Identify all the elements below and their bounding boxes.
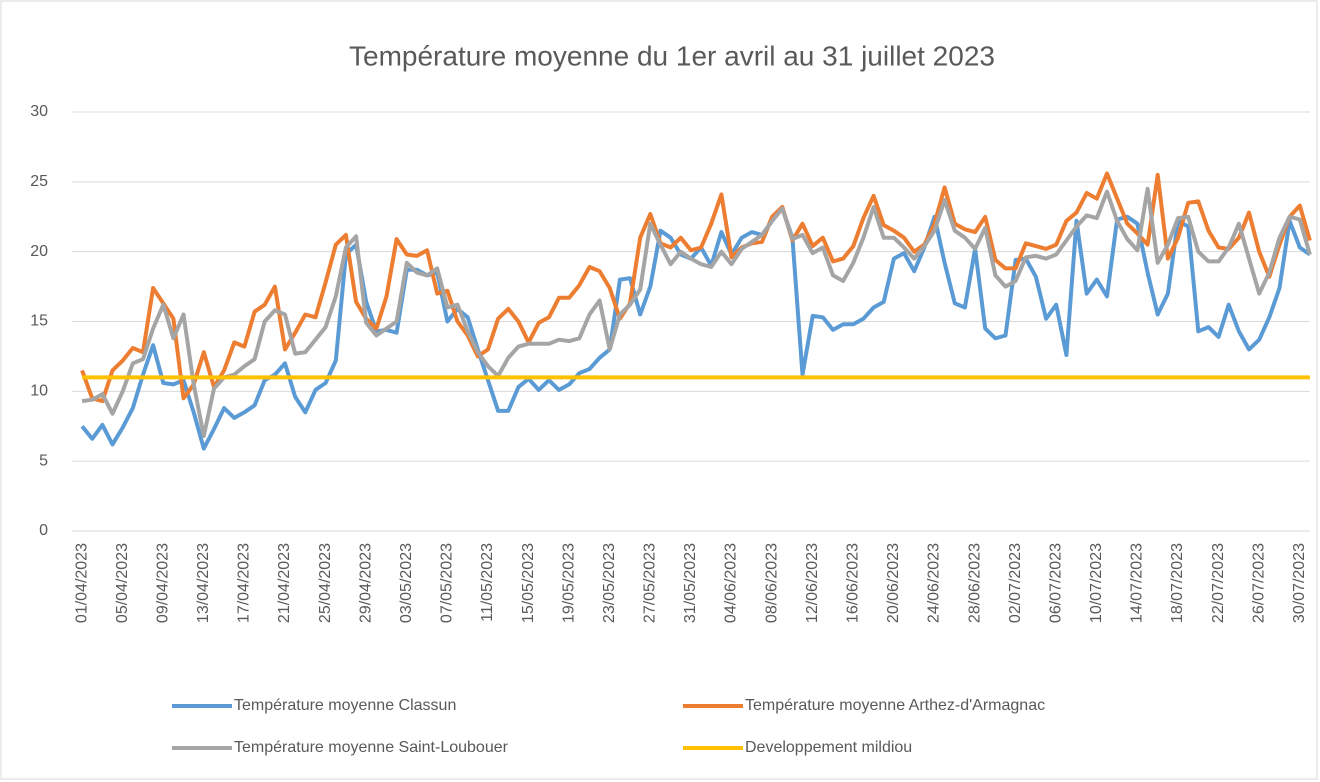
x-tick-label: 31/05/2023 <box>682 543 699 623</box>
x-tick-label: 16/06/2023 <box>845 543 862 623</box>
x-tick-label: 11/05/2023 <box>479 543 496 622</box>
y-tick-label: 25 <box>30 173 48 190</box>
x-tick-label: 03/05/2023 <box>398 543 415 623</box>
series-line <box>80 206 1312 451</box>
x-tick-label: 14/07/2023 <box>1129 543 1146 623</box>
x-tick-label: 12/06/2023 <box>804 543 821 623</box>
series-line <box>80 171 1312 404</box>
legend-label: Température moyenne Arthez-d'Armagnac <box>745 697 1045 714</box>
x-tick-label: 24/06/2023 <box>926 543 943 623</box>
x-tick-label: 22/07/2023 <box>1210 543 1227 623</box>
chart-title: Température moyenne du 1er avril au 31 j… <box>349 40 995 71</box>
y-tick-label: 20 <box>30 243 48 260</box>
x-tick-label: 26/07/2023 <box>1250 543 1267 623</box>
x-tick-label: 17/04/2023 <box>236 543 253 623</box>
x-tick-label: 29/04/2023 <box>357 543 374 623</box>
x-tick-label: 23/05/2023 <box>601 543 618 623</box>
x-tick-label: 21/04/2023 <box>276 543 293 623</box>
legend-label: Température moyenne Classun <box>234 697 456 714</box>
x-tick-label: 08/06/2023 <box>763 543 780 623</box>
x-tick-label: 13/04/2023 <box>195 543 212 623</box>
y-tick-label: 10 <box>30 383 48 400</box>
x-tick-label: 02/07/2023 <box>1007 543 1024 623</box>
x-tick-label: 10/07/2023 <box>1088 543 1105 623</box>
y-tick-label: 30 <box>30 103 48 120</box>
x-tick-label: 20/06/2023 <box>885 543 902 623</box>
x-tick-label: 19/05/2023 <box>560 543 577 623</box>
x-tick-label: 09/04/2023 <box>154 543 171 623</box>
x-tick-label: 07/05/2023 <box>439 543 456 623</box>
x-tick-label: 30/07/2023 <box>1291 543 1308 623</box>
series-line <box>81 186 1312 438</box>
x-tick-label: 25/04/2023 <box>317 543 334 623</box>
x-tick-label: 06/07/2023 <box>1047 543 1064 623</box>
x-tick-label: 27/05/2023 <box>642 543 659 623</box>
x-tick-label: 18/07/2023 <box>1169 543 1186 623</box>
x-tick-label: 05/04/2023 <box>114 543 131 623</box>
y-tick-label: 5 <box>39 452 48 469</box>
x-tick-label: 01/04/2023 <box>73 543 90 623</box>
y-tick-label: 0 <box>39 522 48 539</box>
legend-label: Developpement mildiou <box>745 739 912 756</box>
y-tick-label: 15 <box>30 313 48 330</box>
x-tick-label: 04/06/2023 <box>723 543 740 623</box>
x-tick-label: 28/06/2023 <box>966 543 983 623</box>
x-tick-label: 15/05/2023 <box>520 543 537 623</box>
legend-label: Température moyenne Saint-Loubouer <box>234 739 509 756</box>
